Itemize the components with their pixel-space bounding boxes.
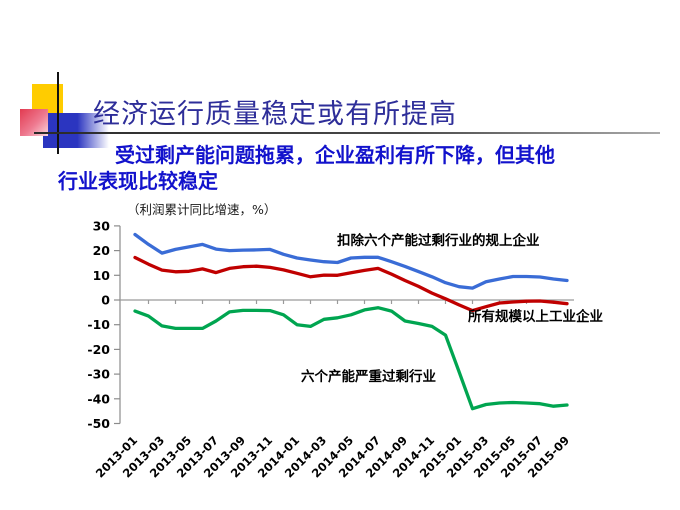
logo-blue-square — [43, 113, 109, 148]
y-axis-label: 0 — [101, 293, 110, 308]
y-axis-label: -20 — [87, 342, 110, 357]
line-excluding-six-overcapacity-industries — [133, 232, 569, 290]
slide-title: 经济运行质量稳定或有所提高 — [93, 99, 457, 129]
annotation-all-industrial-enterprises: 所有规模以上工业企业 — [468, 308, 603, 325]
logo-red-square — [20, 109, 48, 136]
line-six-severe-overcapacity-industries — [133, 306, 569, 411]
y-axis-label: -10 — [87, 317, 110, 332]
y-axis-label: 10 — [93, 268, 111, 283]
axis-note: （利润累计同比增速，%） — [127, 202, 276, 217]
title-underline — [34, 132, 660, 134]
annotation-excluding-six-overcapacity: 扣除六个产能过剩行业的规上企业 — [337, 232, 540, 249]
subtitle-line-1: 受过剩产能问题拖累，企业盈利有所下降，但其他 — [115, 143, 555, 167]
y-axis-label: 20 — [93, 243, 111, 258]
line-all-industrial-enterprises — [133, 255, 569, 313]
logo-crosshair-vertical-line — [57, 72, 59, 154]
y-axis-label: -50 — [87, 416, 110, 431]
y-axis-label: 30 — [93, 218, 111, 233]
y-axis-label: -40 — [87, 391, 110, 406]
slide-subtitle: 受过剩产能问题拖累，企业盈利有所下降，但其他 行业表现比较稳定 — [58, 142, 648, 195]
subtitle-line-2: 行业表现比较稳定 — [58, 169, 218, 194]
annotation-six-severe-overcapacity: 六个产能严重过剩行业 — [301, 368, 436, 385]
y-axis-label: -30 — [87, 367, 110, 382]
